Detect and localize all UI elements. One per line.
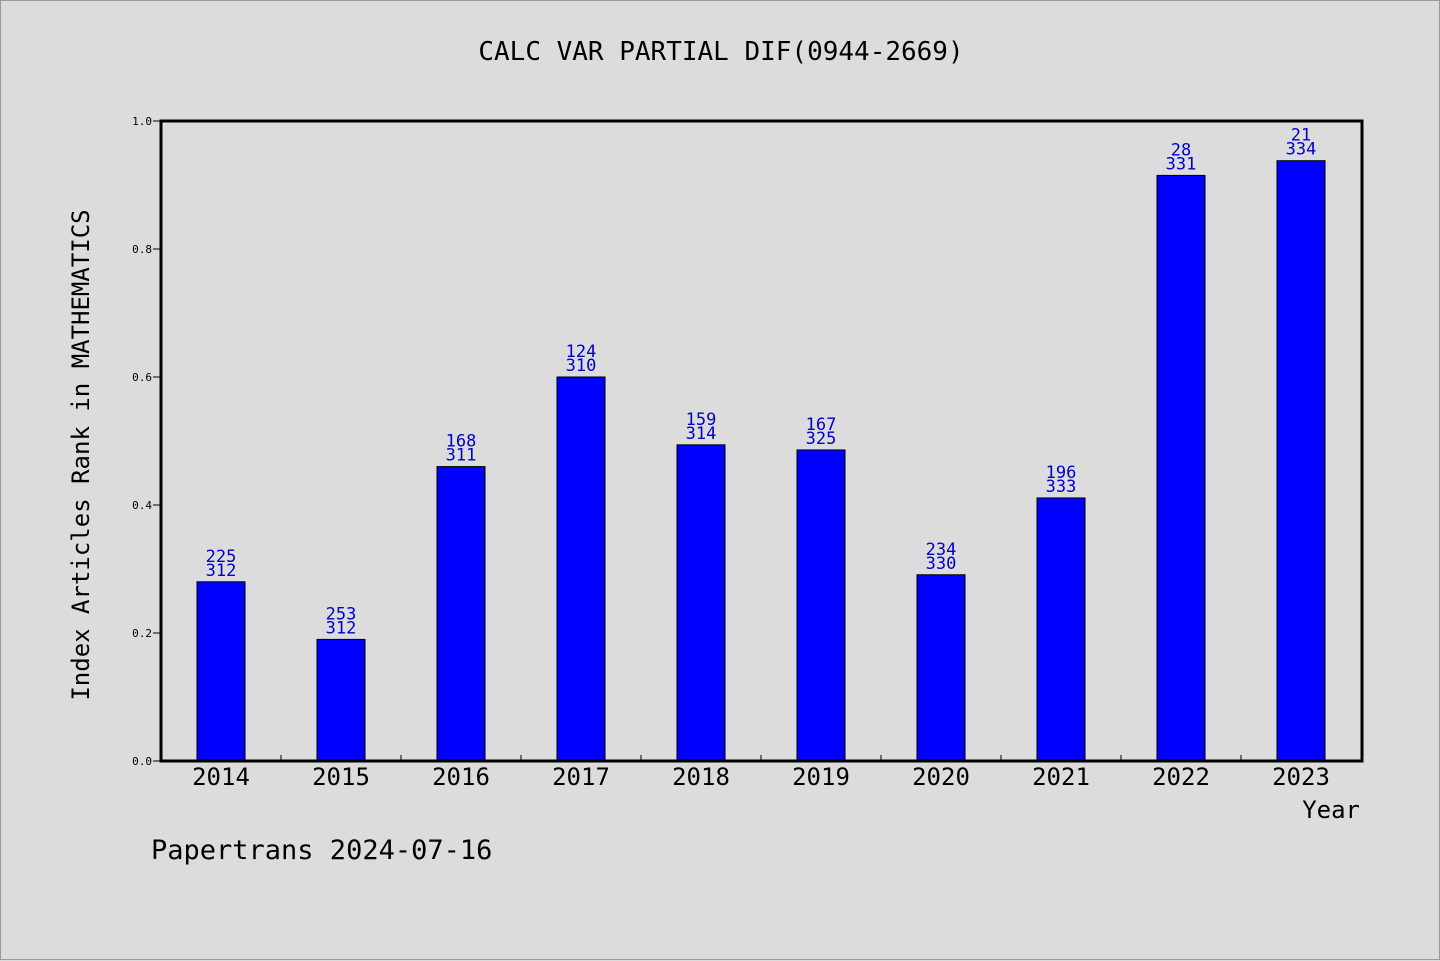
bar-2022 bbox=[1156, 174, 1206, 762]
y-tick-label: 0.6 bbox=[132, 371, 152, 384]
bar-total-label: 325 bbox=[806, 429, 837, 449]
x-tick-label: 2016 bbox=[432, 763, 490, 791]
x-tick-label: 2019 bbox=[792, 763, 850, 791]
x-tick-label: 2020 bbox=[912, 763, 970, 791]
bar-rank-label: 253 bbox=[326, 604, 357, 624]
x-tick-label: 2014 bbox=[192, 763, 250, 791]
bar-rank-label: 234 bbox=[926, 540, 957, 560]
bar-rank-label: 159 bbox=[686, 410, 717, 430]
x-tick-label: 2021 bbox=[1032, 763, 1090, 791]
bar-rank-label: 225 bbox=[206, 547, 237, 567]
bar-2019 bbox=[796, 449, 846, 762]
bar-rank-label: 28 bbox=[1171, 140, 1191, 160]
bar-2017 bbox=[556, 376, 606, 762]
bar-rank-label: 167 bbox=[806, 415, 837, 435]
y-tick-label: 0.4 bbox=[132, 499, 152, 512]
bar-total-label: 331 bbox=[1166, 154, 1197, 174]
x-tick-label: 2017 bbox=[552, 763, 610, 791]
bar-total-label: 314 bbox=[686, 424, 717, 444]
bar-total-label: 311 bbox=[446, 446, 477, 466]
bars bbox=[196, 160, 1326, 762]
chart-title: CALC VAR PARTIAL DIF(0944-2669) bbox=[478, 37, 964, 67]
bar-rank-label: 168 bbox=[446, 432, 477, 452]
y-axis-ticks: 0.0 0.2 0.4 0.6 0.8 1.0 bbox=[132, 115, 161, 768]
bar-2018 bbox=[676, 444, 726, 762]
bar-total-label: 312 bbox=[206, 561, 237, 581]
x-tick-label: 2018 bbox=[672, 763, 730, 791]
footer-credit: Papertrans 2024-07-16 bbox=[151, 835, 493, 866]
bar-total-label: 333 bbox=[1046, 477, 1077, 497]
bar-total-label: 312 bbox=[326, 618, 357, 638]
bar-rank-label: 196 bbox=[1046, 463, 1077, 483]
bar-2020 bbox=[916, 574, 966, 762]
y-tick-label: 0.0 bbox=[132, 755, 152, 768]
y-tick-label: 0.8 bbox=[132, 243, 152, 256]
bar-2023 bbox=[1276, 160, 1326, 762]
plot-frame bbox=[159, 119, 1364, 763]
x-tick-label: 2015 bbox=[312, 763, 370, 791]
x-tick-label: 2023 bbox=[1272, 763, 1330, 791]
x-axis-label: Year bbox=[1302, 796, 1360, 824]
y-axis-label: Index Articles Rank in MATHEMATICS bbox=[67, 209, 95, 700]
bar-2015 bbox=[316, 638, 366, 762]
bar-2021 bbox=[1036, 497, 1086, 762]
bar-2016 bbox=[436, 466, 486, 762]
bar-2014 bbox=[196, 581, 246, 762]
x-axis-ticks: 2014 2015 2016 2017 2018 2019 2020 2021 2022 2023 bbox=[192, 755, 1330, 791]
bar-rank-label: 21 bbox=[1291, 126, 1311, 146]
bar-total-label: 310 bbox=[566, 356, 597, 376]
bar-rank-label: 124 bbox=[566, 342, 597, 362]
bar-total-label: 334 bbox=[1286, 140, 1317, 160]
y-tick-label: 0.2 bbox=[132, 627, 152, 640]
bar-total-label: 330 bbox=[926, 554, 957, 574]
x-tick-label: 2022 bbox=[1152, 763, 1210, 791]
y-tick-label: 1.0 bbox=[132, 115, 152, 128]
